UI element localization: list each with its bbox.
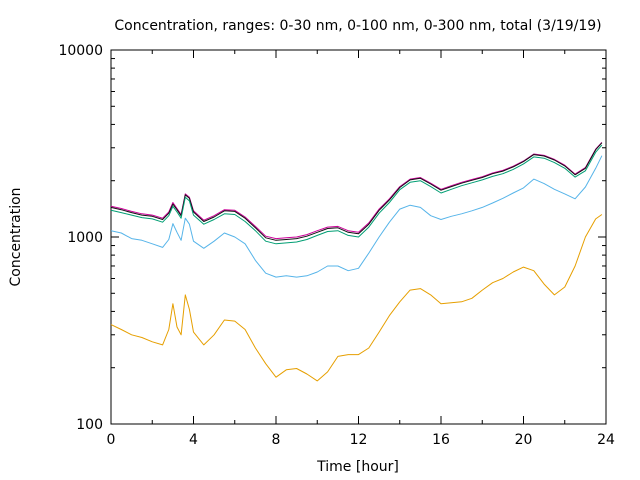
x-tick-label: 0 xyxy=(107,432,116,448)
x-tick-label: 20 xyxy=(515,432,533,448)
series-line-2 xyxy=(110,142,603,241)
x-axis-label: Time [hour] xyxy=(316,459,399,475)
x-tick-label: 12 xyxy=(350,432,368,448)
series-line-1 xyxy=(110,141,603,240)
x-tick-label: 24 xyxy=(597,432,615,448)
tick-layer: 0 4 8 12 16 20 24 100 1000 10000 xyxy=(58,43,615,448)
y-tick-label: 10000 xyxy=(58,43,103,59)
series-line-5 xyxy=(110,214,603,382)
x-tick-label: 8 xyxy=(272,432,281,448)
series-layer xyxy=(110,141,603,382)
chart-title: Concentration, ranges: 0-30 nm, 0-100 nm… xyxy=(114,18,601,34)
y-tick-label: 1000 xyxy=(67,230,103,246)
x-tick-label: 16 xyxy=(432,432,450,448)
y-tick-label: 100 xyxy=(76,417,103,433)
y-axis-label: Concentration xyxy=(8,187,24,286)
series-line-4 xyxy=(110,155,603,278)
x-tick-label: 4 xyxy=(189,432,198,448)
series-line-3 xyxy=(110,144,603,245)
